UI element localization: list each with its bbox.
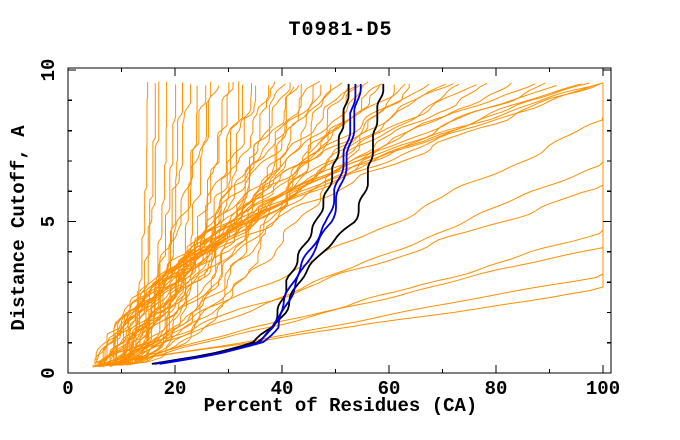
model-curve [102,82,512,367]
model-curve [97,83,410,365]
y-tick-label: 10 [38,59,60,82]
model-curve [112,82,590,364]
model-curve [114,82,604,363]
model-curve [112,84,362,362]
model-curve [114,83,406,365]
y-axis-label: Distance Cutoff, A [8,125,30,331]
model-curve [133,82,183,363]
x-tick-label: 100 [586,378,620,400]
highlight-curve [154,83,357,365]
model-curve [102,83,604,364]
plot-border [67,67,612,374]
x-tick-label: 0 [62,378,73,400]
model-curve [136,85,300,363]
model-curve [135,83,302,361]
x-tick-label: 40 [271,378,294,400]
reference-curve [151,83,350,365]
model-curve [116,81,276,366]
highlight-curve [159,83,362,365]
y-tick-label: 5 [38,216,60,227]
model-curve [100,83,447,365]
x-tick-label: 60 [378,378,401,400]
model-curve [94,83,604,365]
model-curve [108,85,257,363]
model-curve [124,84,177,362]
model-curve [119,82,149,363]
x-axis-label: Percent of Residues (CA) [203,395,478,417]
model-curve [92,83,252,368]
model-curve [99,83,383,365]
model-curve [131,82,234,363]
x-tick-label: 20 [164,378,187,400]
model-curve [111,84,395,366]
y-tick-label: 0 [38,367,60,378]
model-curve [103,86,592,367]
model-curve [109,85,198,367]
model-curve [100,85,220,363]
reference-curve [154,83,385,365]
model-curve [108,84,243,366]
model-curve [124,83,454,364]
chart-title: T0981-D5 [288,19,393,42]
model-curve [95,83,600,361]
x-tick-label: 80 [485,378,508,400]
